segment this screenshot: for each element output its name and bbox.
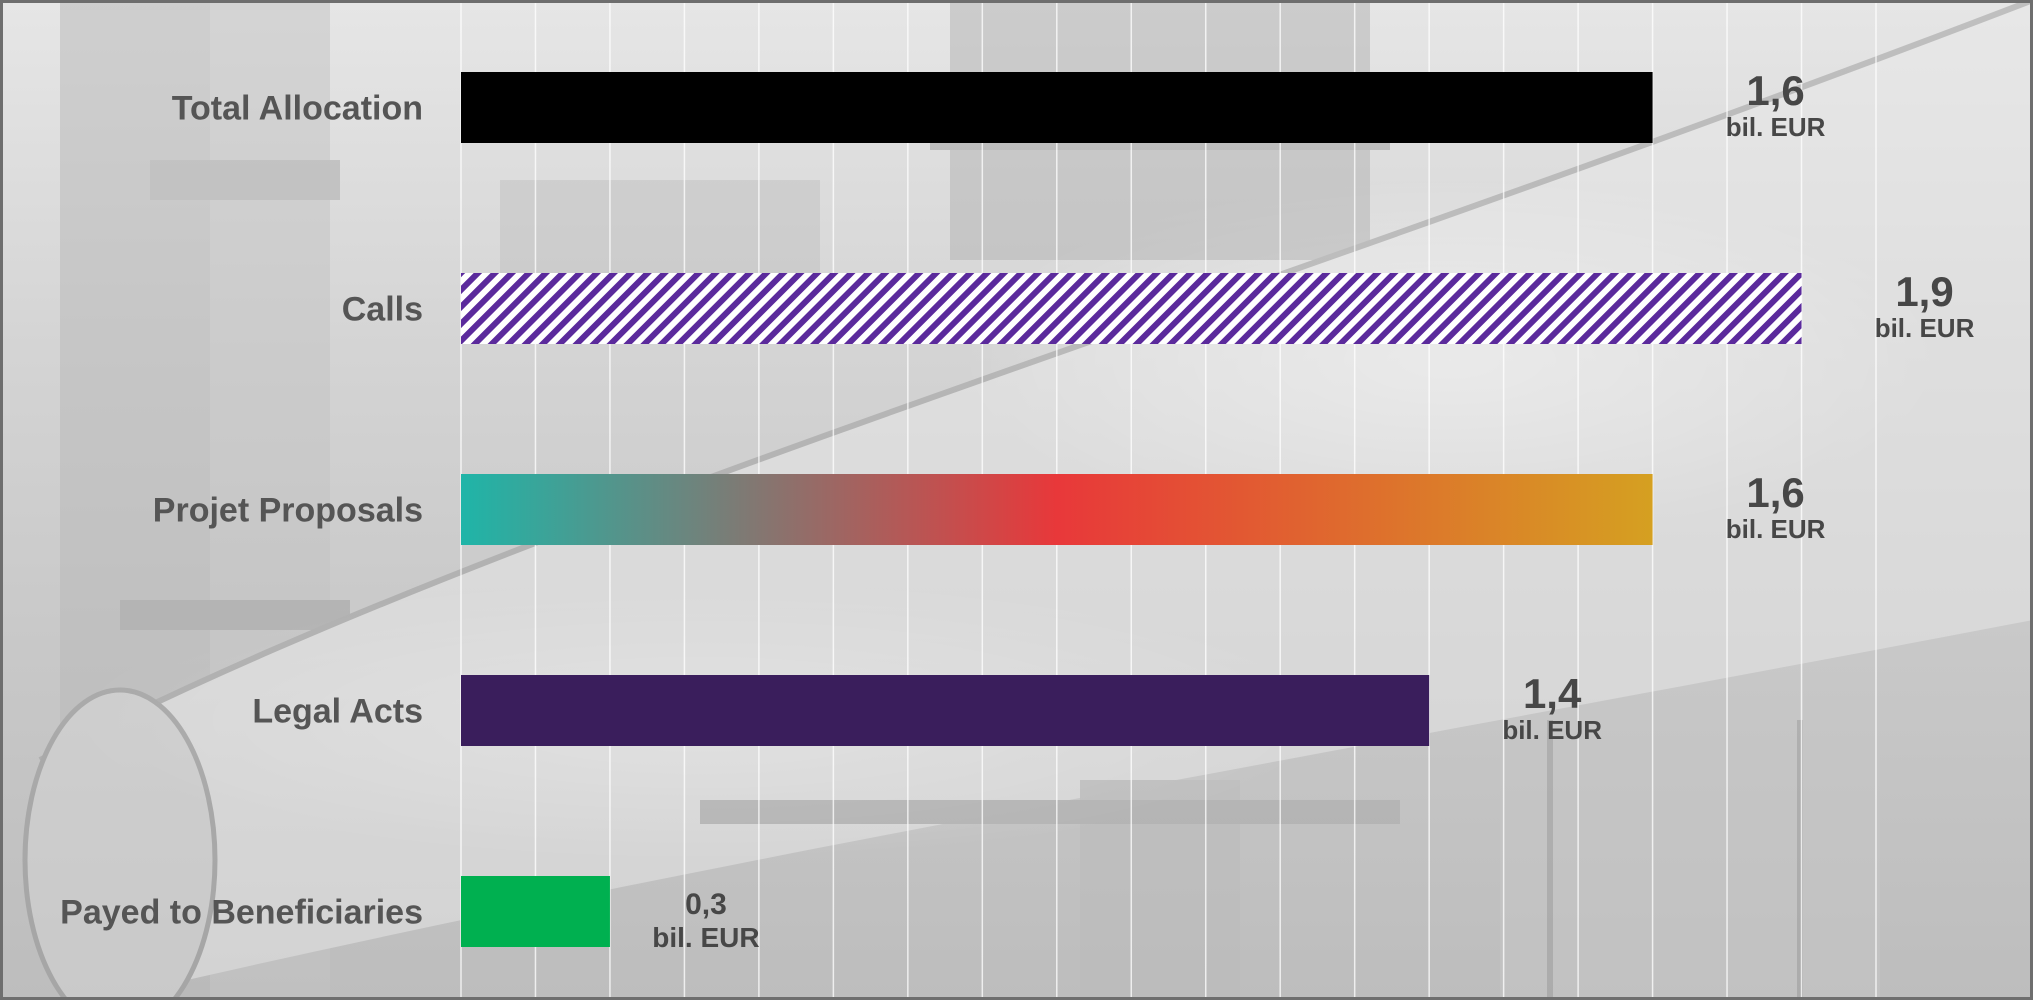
value-label: 1,6 [1746,469,1804,516]
category-label: Payed to Beneficiaries [60,894,423,932]
unit-label: bil. EUR [1726,112,1826,142]
category-labels: Total Allocation Calls Projet Proposals Leg… [60,90,423,932]
value-label: 1,9 [1895,268,1953,315]
unit-label: bil. EUR [652,922,759,953]
value-label: 0,3 [685,888,727,921]
bar [461,675,1430,746]
bar [461,876,610,947]
unit-label: bil. EUR [1726,514,1826,544]
bars [461,72,1802,947]
bar [461,474,1653,545]
category-label: Legal Acts [252,693,423,731]
unit-label: bil. EUR [1875,313,1975,343]
bar [461,273,1802,344]
value-label: 1,4 [1523,670,1582,717]
value-label: 1,6 [1746,67,1804,114]
bar [461,72,1653,143]
category-label: Projet Proposals [153,492,423,530]
unit-label: bil. EUR [1502,715,1602,745]
category-label: Total Allocation [172,90,423,128]
category-label: Calls [342,291,423,329]
